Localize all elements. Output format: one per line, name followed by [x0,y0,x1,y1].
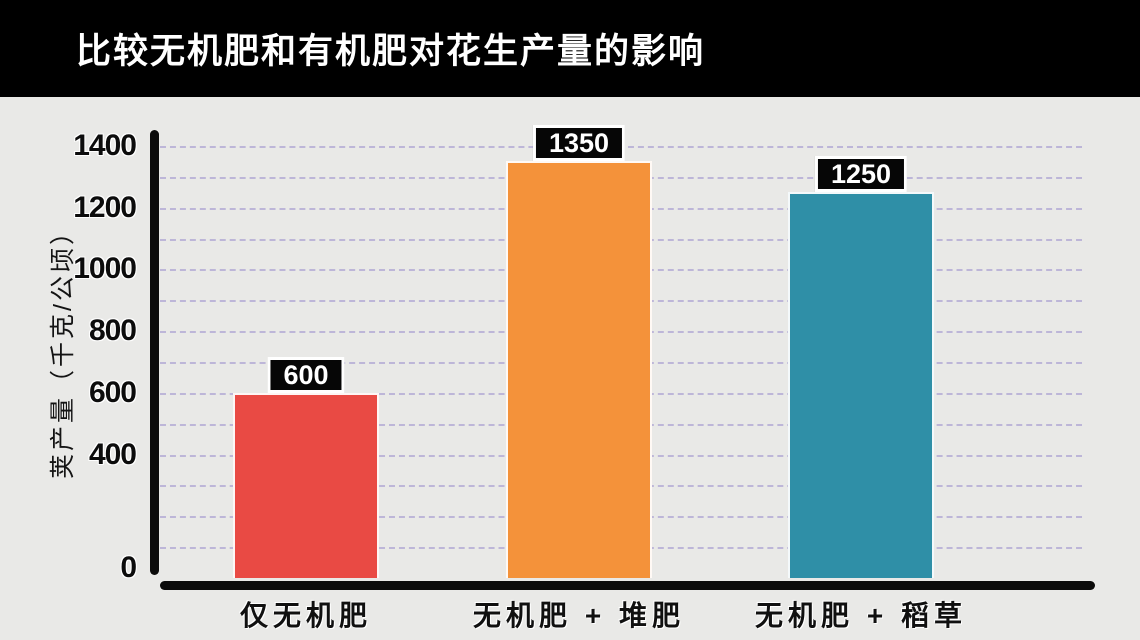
y-tick-label: 1000 [73,252,137,285]
y-axis-line [150,130,159,575]
y-tick-label: 400 [88,438,137,471]
bar-3 [788,192,934,578]
y-tick-label: 0 [120,551,137,584]
y-tick-label: 1200 [73,191,137,224]
value-label-2: 1350 [532,125,626,161]
bar-1 [233,393,379,578]
y-axis-title: 荚产量（千克/公顷） [49,217,77,479]
y-tick-label: 600 [88,376,137,409]
chart-title: 比较无机肥和有机肥对花生产量的影响 [76,32,706,71]
value-label-1: 600 [267,357,345,393]
value-label-3: 1250 [814,156,908,192]
title-banner: 比较无机肥和有机肥对花生产量的影响 [0,0,1140,97]
category-label-3: 无机肥 + 稻草 [755,600,967,631]
y-tick-label: 1400 [73,129,137,162]
y-tick-label: 800 [88,314,137,347]
x-axis-line [160,581,1095,590]
bar-2 [506,161,652,578]
category-label-1: 仅无机肥 [239,600,373,631]
category-label-2: 无机肥 + 堆肥 [473,600,685,631]
